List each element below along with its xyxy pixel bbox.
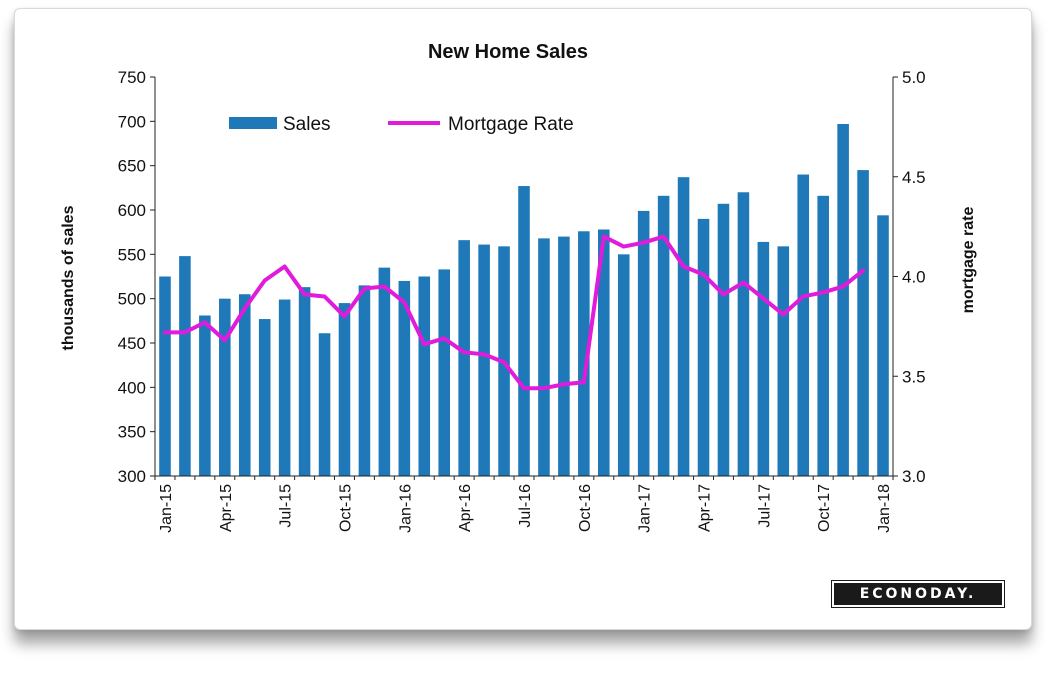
x-tick-label: Apr-16 — [457, 484, 474, 532]
sales-bar — [617, 254, 630, 476]
x-tick-label: Oct-16 — [577, 484, 594, 532]
x-tick-label: Oct-15 — [337, 484, 354, 532]
sales-bar — [538, 238, 550, 476]
sales-bar — [837, 123, 849, 477]
sales-bar — [757, 241, 770, 476]
x-tick-label: Jan-16 — [397, 484, 414, 533]
x-tick-label: Jan-17 — [637, 484, 654, 533]
y-tick-label: 450 — [118, 334, 146, 353]
sales-bar — [677, 177, 690, 476]
legend-label-mortgage-rate: Mortgage Rate — [448, 114, 574, 135]
y-tick-label: 400 — [118, 378, 146, 397]
sales-bar — [637, 210, 650, 476]
sales-bar — [817, 195, 829, 476]
y2-tick-label: 3.0 — [902, 467, 926, 486]
sales-bar — [438, 269, 450, 476]
y-tick-label: 550 — [118, 245, 146, 264]
y-axis-label: thousands of sales — [60, 205, 77, 350]
sales-bar — [737, 192, 750, 476]
sales-bar — [258, 319, 271, 476]
sales-bar — [199, 315, 211, 476]
mortgage-rate-line-group — [162, 234, 866, 391]
y-tick-label: 300 — [118, 467, 146, 486]
legend-swatch-sales — [229, 117, 277, 129]
sales-bar — [717, 203, 730, 477]
sales-bar — [578, 231, 590, 476]
sales-bar — [179, 256, 191, 476]
sales-bar — [657, 195, 670, 476]
legend-label-sales: Sales — [283, 114, 331, 135]
y-tick-label: 600 — [118, 201, 146, 220]
sales-bar — [598, 229, 610, 476]
x-tick-label: Jan-15 — [158, 484, 175, 533]
x-tick-label: Oct-17 — [816, 484, 833, 532]
sales-bars — [159, 123, 889, 477]
y2-tick-label: 4.5 — [902, 168, 926, 187]
y-tick-label: 750 — [118, 68, 146, 87]
sales-bar — [697, 218, 710, 476]
sales-bar — [398, 280, 411, 476]
sales-bar — [219, 298, 231, 476]
y-tick-label: 700 — [118, 112, 146, 131]
sales-bar — [278, 299, 291, 476]
econoday-logo: ECONODAY. — [831, 580, 1005, 608]
sales-bar — [378, 267, 391, 476]
y-tick-label: 350 — [118, 423, 146, 442]
sales-bar — [857, 170, 869, 476]
sales-bar — [418, 276, 431, 476]
sales-bar — [318, 333, 331, 476]
sales-bar — [877, 215, 889, 476]
sales-bar — [518, 186, 530, 476]
mortgage-rate-line — [162, 234, 866, 391]
sales-bar — [159, 276, 171, 476]
x-tick-label: Apr-15 — [218, 484, 235, 532]
sales-bar — [797, 174, 810, 476]
sales-bar — [238, 294, 251, 476]
sales-bar — [338, 303, 351, 476]
chart-title: New Home Sales — [428, 41, 588, 63]
x-tick-label: Jan-18 — [876, 484, 893, 533]
sales-bar — [458, 240, 470, 476]
x-tick-label: Jul-17 — [756, 484, 773, 528]
y-tick-label: 650 — [118, 157, 146, 176]
y2-tick-label: 4.0 — [902, 268, 926, 287]
y2-tick-label: 5.0 — [902, 68, 926, 87]
legend: Sales Mortgage Rate — [229, 114, 574, 135]
y2-axis-label: mortgage rate — [960, 207, 977, 314]
x-tick-label: Jul-16 — [517, 484, 534, 528]
axes: 300 350 400 450 500 550 600 650 700 750 3.0 3.5 4.0 4… — [118, 68, 926, 533]
sales-bar — [777, 246, 790, 476]
x-tick-label: Apr-17 — [697, 484, 714, 532]
sales-bar — [558, 236, 570, 476]
y2-tick-label: 3.5 — [902, 367, 926, 386]
sales-bar — [478, 244, 490, 476]
sales-bar — [298, 287, 311, 476]
x-tick-label: Jul-15 — [278, 484, 295, 528]
sales-bar — [358, 285, 371, 476]
y-tick-label: 500 — [118, 290, 146, 309]
